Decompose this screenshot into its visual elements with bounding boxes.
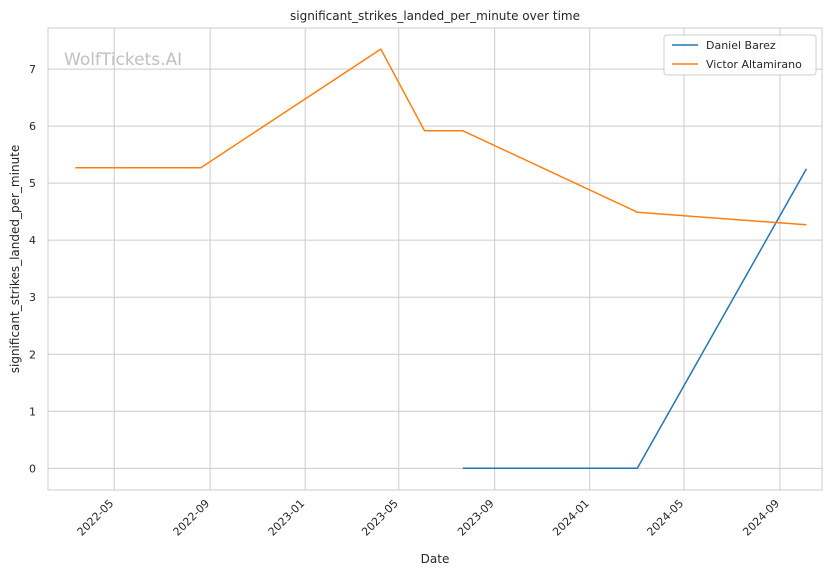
y-tick-label: 0 — [29, 462, 36, 475]
legend: Daniel Barez Victor Altamirano — [663, 34, 817, 76]
legend-label: Victor Altamirano — [706, 58, 802, 71]
chart-title: significant_strikes_landed_per_minute ov… — [290, 9, 580, 23]
plot-frame — [47, 27, 823, 491]
y-tick-label: 2 — [29, 348, 36, 361]
y-tick-label: 3 — [29, 291, 36, 304]
legend-box — [663, 34, 817, 76]
x-axis-title: Date — [421, 552, 450, 566]
series-line-1 — [75, 48, 807, 226]
watermark: WolfTickets.AI — [64, 50, 182, 70]
y-axis-ticks: 0 1 2 3 4 5 6 7 — [29, 63, 36, 475]
grid — [48, 28, 822, 490]
y-tick-label: 7 — [29, 63, 36, 76]
y-tick-label: 1 — [29, 405, 36, 418]
y-tick-label: 5 — [29, 177, 36, 190]
y-axis-title: significant_strikes_landed_per_minute — [8, 145, 22, 374]
y-tick-label: 4 — [29, 234, 36, 247]
legend-label: Daniel Barez — [706, 39, 776, 52]
series-lines — [75, 48, 808, 470]
y-tick-label: 6 — [29, 120, 36, 133]
series-line-0 — [462, 168, 808, 470]
